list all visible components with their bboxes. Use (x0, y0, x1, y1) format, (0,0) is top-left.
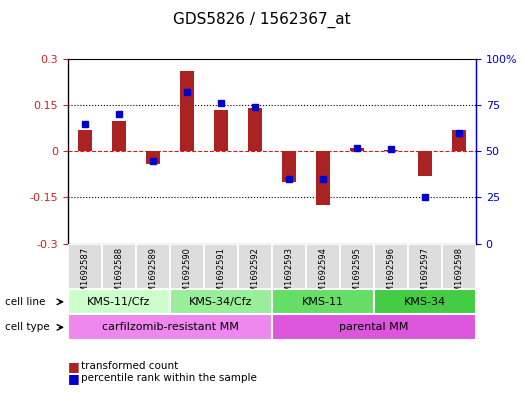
Bar (112, 121, 126, 151)
Text: KMS-34/Cfz: KMS-34/Cfz (189, 297, 253, 307)
Text: GSM1692594: GSM1692594 (319, 247, 327, 303)
Bar (350, 148, 363, 151)
Bar (452, 130, 465, 151)
Bar (340, 244, 374, 289)
Bar (374, 289, 476, 314)
Bar (374, 244, 408, 289)
Text: KMS-34: KMS-34 (404, 297, 446, 307)
Bar (282, 151, 295, 182)
Bar (146, 151, 160, 163)
Text: KMS-11: KMS-11 (302, 297, 344, 307)
Text: GSM1692592: GSM1692592 (251, 247, 259, 303)
Bar (68, 244, 102, 289)
Bar (316, 151, 329, 205)
Text: GSM1692588: GSM1692588 (115, 247, 123, 303)
Bar (272, 244, 306, 289)
Text: GSM1692587: GSM1692587 (81, 247, 89, 303)
Bar (272, 314, 476, 340)
Text: GSM1692589: GSM1692589 (149, 247, 157, 303)
Text: cell type: cell type (5, 322, 50, 332)
Text: GDS5826 / 1562367_at: GDS5826 / 1562367_at (173, 12, 350, 28)
Bar (170, 289, 272, 314)
Text: GSM1692595: GSM1692595 (353, 247, 361, 303)
Text: carfilzomib-resistant MM: carfilzomib-resistant MM (101, 322, 238, 332)
Text: ■: ■ (68, 371, 79, 385)
Text: GSM1692597: GSM1692597 (420, 247, 429, 303)
Bar (68, 314, 272, 340)
Text: GSM1692593: GSM1692593 (285, 247, 293, 303)
Bar (384, 150, 397, 151)
Text: ■: ■ (68, 360, 79, 373)
Bar (136, 244, 170, 289)
Text: parental MM: parental MM (339, 322, 408, 332)
Bar (102, 244, 136, 289)
Bar (248, 108, 262, 151)
Bar (78, 130, 92, 151)
Text: cell line: cell line (5, 297, 46, 307)
Text: percentile rank within the sample: percentile rank within the sample (81, 373, 257, 383)
Bar (408, 244, 442, 289)
Bar (442, 244, 476, 289)
Text: GSM1692591: GSM1692591 (217, 247, 225, 303)
Bar (68, 289, 170, 314)
Bar (306, 244, 340, 289)
Bar (418, 151, 431, 176)
Text: KMS-11/Cfz: KMS-11/Cfz (87, 297, 151, 307)
Bar (272, 289, 374, 314)
Text: GSM1692598: GSM1692598 (454, 247, 463, 303)
Bar (170, 244, 204, 289)
Text: GSM1692590: GSM1692590 (183, 247, 191, 303)
Text: GSM1692596: GSM1692596 (386, 247, 395, 303)
Bar (180, 71, 194, 151)
Text: transformed count: transformed count (81, 361, 178, 371)
Bar (204, 244, 238, 289)
Bar (214, 110, 228, 151)
Bar (238, 244, 272, 289)
